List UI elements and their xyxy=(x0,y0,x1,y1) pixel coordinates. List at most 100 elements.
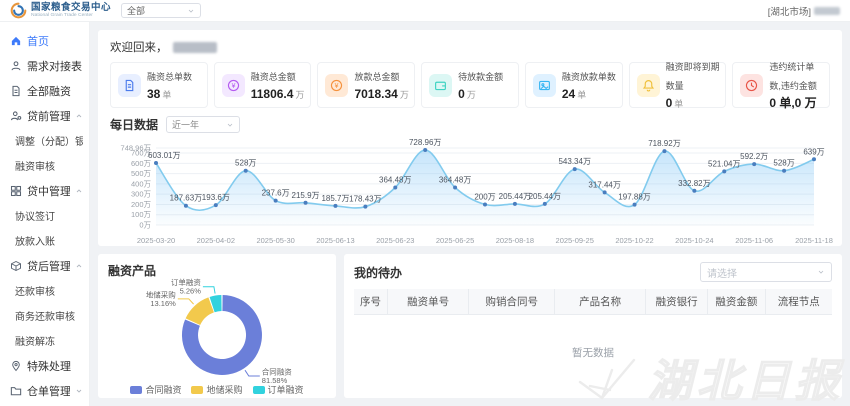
svg-text:748.96万: 748.96万 xyxy=(121,144,152,153)
sidebar-item-home[interactable]: 首页 xyxy=(0,28,89,53)
user-gear-icon xyxy=(10,110,22,122)
svg-text:639万: 639万 xyxy=(803,147,824,156)
sidebar-item-financing-unfreeze[interactable]: 融资解冻 xyxy=(0,328,89,353)
legend-label: 地储采购 xyxy=(206,385,243,395)
overview-panel: 欢迎回来， 融资总单数 38 单 ¥ 融资总金额 11806.4 万 ¥ 放款总金额 7018.3… xyxy=(98,30,842,246)
svg-text:700万: 700万 xyxy=(131,149,152,158)
svg-text:¥: ¥ xyxy=(231,82,235,89)
main-content: 欢迎回来， 融资总单数 38 单 ¥ 融资总金额 11806.4 万 ¥ 放款总金额 7018.3… xyxy=(90,22,850,406)
legend-item[interactable]: 订单融资 xyxy=(252,383,304,396)
sidebar-item-warehouse-receipt[interactable]: 仓单管理 xyxy=(0,378,89,403)
sidebar-item-label: 商务还款审核 xyxy=(15,312,75,323)
sidebar-item-label: 融资审核 xyxy=(15,162,55,173)
coin-icon: ¥ xyxy=(325,73,349,97)
sidebar-item-label: 调整（分配）银行 xyxy=(15,137,83,148)
legend-swatch xyxy=(252,385,265,394)
donut-legend: 合同融资 地储采购 订单融资 xyxy=(108,383,326,396)
home-icon xyxy=(10,35,22,47)
market-filter-value: 全部 xyxy=(127,6,146,16)
user-info[interactable]: [湖北市场] xyxy=(768,4,840,18)
svg-text:2025-06-23: 2025-06-23 xyxy=(376,236,414,245)
stat-card-value: 24 单 xyxy=(561,87,587,101)
chevron-down-icon xyxy=(817,268,825,276)
welcome-name-redacted xyxy=(172,41,217,53)
stat-card-title: 融资即将到期数量 xyxy=(665,62,720,91)
market-filter-select[interactable]: 全部 xyxy=(121,3,202,18)
product-panel-title: 融资产品 xyxy=(108,264,157,278)
svg-text:603.01万: 603.01万 xyxy=(148,151,180,160)
sidebar-item-label: 协议签订 xyxy=(15,212,55,223)
sidebar-item-adjust-bank[interactable]: 调整（分配）银行 xyxy=(0,128,89,153)
sidebar-item-label: 放款入账 xyxy=(15,237,55,248)
sidebar-item-business-repayment-review[interactable]: 商务还款审核 xyxy=(0,303,89,328)
sidebar-item-label: 需求对接表 xyxy=(27,60,82,73)
sidebar-item-disbursement-entry[interactable]: 放款入账 xyxy=(0,228,89,253)
sidebar-item-special-handling[interactable]: 特殊处理 xyxy=(0,353,89,378)
grid-icon xyxy=(10,185,22,197)
box-icon xyxy=(10,260,22,272)
sidebar-item-label: 贷后管理 xyxy=(27,260,70,273)
card-icon xyxy=(532,73,556,97)
svg-text:728.96万: 728.96万 xyxy=(409,138,441,147)
svg-text:13.16%: 13.16% xyxy=(150,299,176,308)
chevron-up-icon xyxy=(75,187,83,195)
sidebar-item-mid-loan[interactable]: 贷中管理 xyxy=(0,178,89,203)
sidebar-item-demand-match[interactable]: 需求对接表 xyxy=(0,53,89,78)
legend-label: 订单融资 xyxy=(267,385,304,395)
bell-icon xyxy=(636,73,660,97)
svg-text:5.26%: 5.26% xyxy=(180,287,202,296)
stat-card-pending-amount: 待放款金额 0 万 xyxy=(421,62,519,108)
empty-state-text: 暂无数据 xyxy=(572,346,614,359)
chevron-up-icon xyxy=(75,262,83,270)
todo-filter-placeholder: 请选择 xyxy=(707,268,737,280)
legend-item[interactable]: 地储采购 xyxy=(191,383,243,396)
stat-card-value: 7018.34 万 xyxy=(354,87,409,101)
date-range-select[interactable]: 近一年 xyxy=(166,116,241,133)
todo-filter-select[interactable]: 请选择 xyxy=(700,262,832,282)
svg-text:81.58%: 81.58% xyxy=(262,376,288,385)
stat-card-title: 放款总金额 xyxy=(354,71,400,82)
file-icon xyxy=(10,85,22,97)
sidebar-item-all-financing[interactable]: 全部融资 xyxy=(0,78,89,103)
sidebar-item-agreement-sign[interactable]: 协议签订 xyxy=(0,203,89,228)
stat-card-disbursed-count: 融资放款单数 24 单 xyxy=(524,62,623,108)
svg-text:317.44万: 317.44万 xyxy=(588,180,620,189)
chevron-down-icon xyxy=(187,7,195,15)
sidebar-item-post-loan[interactable]: 贷后管理 xyxy=(0,253,89,278)
svg-text:364.48万: 364.48万 xyxy=(379,176,411,185)
legend-label: 合同融资 xyxy=(145,385,182,395)
svg-text:592.2万: 592.2万 xyxy=(740,152,768,161)
brand-logo: 国家粮食交易中心 National Grain Trade Center xyxy=(10,2,111,19)
legend-swatch xyxy=(191,385,204,394)
welcome-greeting: 欢迎回来， xyxy=(110,42,168,54)
stat-card-total-orders: 融资总单数 38 单 xyxy=(110,62,208,108)
svg-text:400万: 400万 xyxy=(131,179,152,188)
stat-cards: 融资总单数 38 单 ¥ 融资总金额 11806.4 万 ¥ 放款总金额 7018.34 万待放款金… xyxy=(110,62,831,111)
sidebar-item-pre-loan[interactable]: 贷前管理 xyxy=(0,103,89,128)
svg-text:2025-10-24: 2025-10-24 xyxy=(675,236,713,245)
stat-card-value: 0 单,0 万 xyxy=(769,96,817,111)
legend-item[interactable]: 合同融资 xyxy=(130,383,181,396)
svg-text:2025-05-30: 2025-05-30 xyxy=(256,236,294,245)
svg-text:2025-06-25: 2025-06-25 xyxy=(436,236,474,245)
wallet-icon xyxy=(429,73,453,97)
sidebar: 首页需求对接表全部融资贷前管理调整（分配）银行融资审核贷中管理协议签订放款入账贷… xyxy=(0,22,90,406)
stat-card-disbursed-amount: ¥ 放款总金额 7018.34 万 xyxy=(317,62,416,108)
svg-text:2025-09-25: 2025-09-25 xyxy=(556,236,594,245)
svg-text:215.9万: 215.9万 xyxy=(292,191,320,200)
svg-text:地储采购: 地储采购 xyxy=(146,289,176,299)
date-range-value: 近一年 xyxy=(172,120,200,130)
sidebar-item-repayment-review[interactable]: 还款审核 xyxy=(0,278,89,303)
svg-text:订单融资: 订单融资 xyxy=(171,277,201,287)
todo-column-header: 流程节点 xyxy=(765,289,832,315)
sidebar-item-financing-review[interactable]: 融资审核 xyxy=(0,153,89,178)
svg-text:718.92万: 718.92万 xyxy=(648,139,680,148)
user-icon xyxy=(10,60,22,72)
svg-text:合同融资: 合同融资 xyxy=(262,367,292,377)
stat-card-value: 11806.4 万 xyxy=(250,87,305,101)
svg-text:205.44万: 205.44万 xyxy=(499,192,531,201)
todo-panel-title: 我的待办 xyxy=(354,265,403,280)
svg-text:178.43万: 178.43万 xyxy=(349,195,381,204)
svg-text:2025-04-02: 2025-04-02 xyxy=(197,236,235,245)
